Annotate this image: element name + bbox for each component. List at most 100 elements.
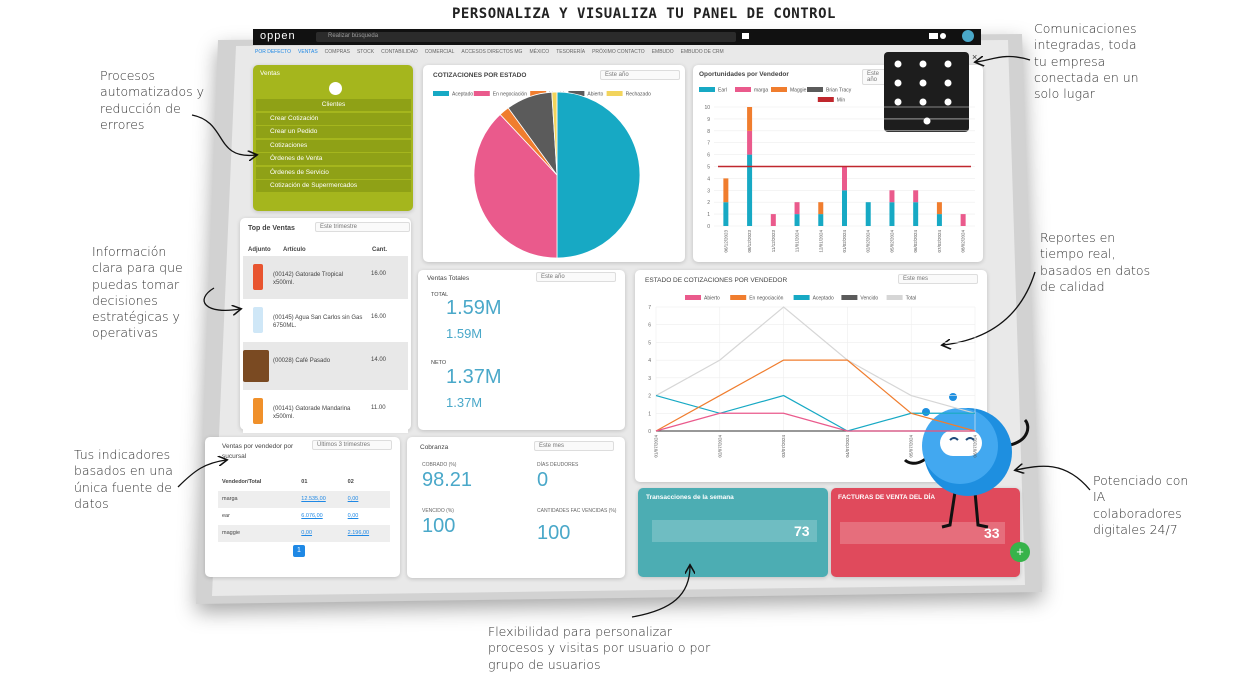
- table-row: maggie 0,00 2.196,00: [218, 525, 390, 542]
- product-image: [253, 264, 263, 290]
- filter-select[interactable]: Este mes: [534, 441, 614, 451]
- page-number: 1: [297, 547, 301, 554]
- card-title: Ventas por vendedor por sucursal: [222, 443, 294, 460]
- product-name: (00145) Agua San Carlos sin Gas 6750ML.: [273, 315, 363, 330]
- table-cell: 12.535,00: [301, 496, 326, 502]
- product-image: [253, 307, 263, 333]
- table-header: Cant.: [372, 247, 387, 253]
- table-cell: 0,00: [347, 496, 359, 502]
- product-qty: 11.00: [371, 405, 386, 411]
- annotation: Información clara para que puedas tomar …: [92, 244, 183, 341]
- nav-item[interactable]: POR DEFECTO: [255, 49, 292, 55]
- nav-item[interactable]: TESORERÍA: [556, 49, 586, 55]
- menu-item[interactable]: Órdenes de Servicio: [256, 166, 411, 179]
- kpi-label: NETO: [431, 360, 447, 366]
- kpi-value: 100: [422, 515, 456, 537]
- ventas-menu: Clientes Crear Cotización Crear un Pedido C…: [256, 99, 411, 192]
- table-header: Adjunto: [248, 247, 271, 253]
- product-qty: 14.00: [371, 357, 387, 363]
- product-qty: 16.00: [371, 271, 387, 277]
- kpi-label: TOTAL: [431, 292, 449, 298]
- search-placeholder: Realizar búsqueda: [328, 33, 379, 39]
- nav-item[interactable]: EMBUDO: [651, 49, 674, 55]
- kpi-label: CANTIDADES FAC VENCIDAS (%): [537, 508, 617, 514]
- product-name: (00141) Gatorade Mandarina x500ml.: [273, 406, 351, 421]
- menu-item[interactable]: Crear Cotización: [256, 112, 411, 125]
- product-qty: 16.00: [371, 314, 387, 320]
- filter-select[interactable]: Este año: [862, 69, 892, 85]
- nav-item[interactable]: STOCK: [356, 49, 375, 55]
- kpi-value: 98.21: [422, 469, 473, 491]
- table-header: Vendedor/Total: [222, 479, 262, 485]
- nav-item[interactable]: COMPRAS: [324, 49, 350, 55]
- table-cell: 0,00: [301, 530, 313, 536]
- menu-item[interactable]: Cotizaciones: [256, 139, 411, 152]
- line-card: [635, 270, 987, 482]
- table-row: (00142) Gatorade Tropical x500ml. 16.00: [243, 256, 408, 299]
- table-row: marga 12.535,00 0,00: [218, 491, 390, 508]
- table-row: (00141) Gatorade Mandarina x500ml. 11.00: [243, 390, 408, 433]
- page-button[interactable]: [293, 545, 305, 557]
- filter-select[interactable]: Este mes: [898, 274, 978, 284]
- menu-item[interactable]: Clientes: [256, 99, 411, 111]
- table-cell: 6.076,00: [301, 513, 323, 519]
- page-title: PERSONALIZA Y VISUALIZA TU PANEL DE CONT…: [452, 6, 836, 22]
- product-name: (00028) Café Pasado: [273, 358, 331, 364]
- filter-select[interactable]: Este trimestre: [315, 222, 410, 232]
- table-header: Artículo: [283, 247, 306, 253]
- card-title: Ventas Totales: [427, 275, 470, 282]
- card-title: Oportunidades por Vendedor: [699, 71, 789, 78]
- pie-card: [423, 65, 685, 262]
- card-title: Top de Ventas: [248, 225, 295, 232]
- table-cell: 2.196,00: [347, 530, 370, 536]
- table-row: (00145) Agua San Carlos sin Gas 6750ML. 1…: [243, 299, 408, 342]
- table-cell: marga: [222, 496, 238, 502]
- annotation: Tus indicadores basados en una única fue…: [74, 447, 173, 511]
- annotation: Flexibilidad para personalizar procesos …: [488, 624, 711, 672]
- nav-item[interactable]: ACCESOS DIRECTOS MG: [461, 49, 523, 55]
- kpi-value: 1.59M: [446, 326, 483, 341]
- logo[interactable]: oppen: [260, 30, 296, 42]
- nav-item[interactable]: PRÓXIMO CONTACTO: [592, 49, 645, 55]
- nav-item[interactable]: VENTAS: [298, 49, 318, 55]
- kpi-strip: [840, 522, 1005, 544]
- kpi-value: 33: [984, 525, 1000, 541]
- card-title: FACTURAS DE VENTA DEL DÍA: [838, 494, 936, 501]
- nav-item[interactable]: MÉXICO: [529, 49, 550, 55]
- filter-select[interactable]: Este año: [600, 70, 680, 80]
- kpi-value: 1.37M: [446, 366, 502, 388]
- bar-card: [693, 65, 983, 262]
- nav-item[interactable]: COMERCIAL: [424, 49, 455, 55]
- table-header: 01: [301, 479, 308, 485]
- kpi-value: 73: [794, 523, 810, 539]
- kpi-label: COBRADO (%): [422, 462, 457, 468]
- filter-select[interactable]: Este año: [536, 272, 616, 282]
- table-cell: ear: [222, 513, 230, 519]
- search-box[interactable]: [316, 32, 736, 42]
- filter-select[interactable]: Últimos 3 trimestres: [312, 440, 392, 450]
- nav-item[interactable]: EMBUDO DE CRM: [680, 49, 724, 55]
- product-image: [243, 350, 269, 382]
- facturas-card: [831, 488, 1020, 577]
- kpi-value: 0: [537, 469, 549, 491]
- product-image: [253, 398, 263, 424]
- nav-item[interactable]: CONTABILIDAD: [381, 49, 418, 55]
- card-title: Ventas: [260, 70, 280, 77]
- annotation: Reportes en tiempo real, basados en dato…: [1040, 230, 1151, 294]
- kpi-value: 100: [537, 522, 571, 544]
- kpi-value: 1.37M: [446, 395, 483, 410]
- table-header: 02: [347, 479, 354, 485]
- table-row: Vendedor/Total 01 02: [218, 474, 390, 491]
- kpi-label: VENCIDO (%): [422, 508, 454, 514]
- ventas-totales-card: [418, 270, 625, 430]
- annotation: Potenciado con IA colaboradores digitale…: [1093, 473, 1189, 537]
- kpi-label: DÍAS DEUDORES: [537, 462, 579, 468]
- top-ventas-rows: (00142) Gatorade Tropical x500ml. 16.00 (0…: [243, 256, 408, 433]
- table-row: (00028) Café Pasado 14.00: [243, 342, 408, 390]
- menu-item[interactable]: Cotización de Supermercados: [256, 180, 411, 192]
- menu-item[interactable]: Órdenes de Venta: [256, 153, 411, 165]
- nav-bar: POR DEFECTO VENTAS COMPRAS STOCK CONTABILIDA…: [255, 49, 724, 55]
- menu-item[interactable]: Crear un Pedido: [256, 126, 411, 138]
- annotation: Comunicaciones integradas, toda tu empre…: [1034, 21, 1139, 101]
